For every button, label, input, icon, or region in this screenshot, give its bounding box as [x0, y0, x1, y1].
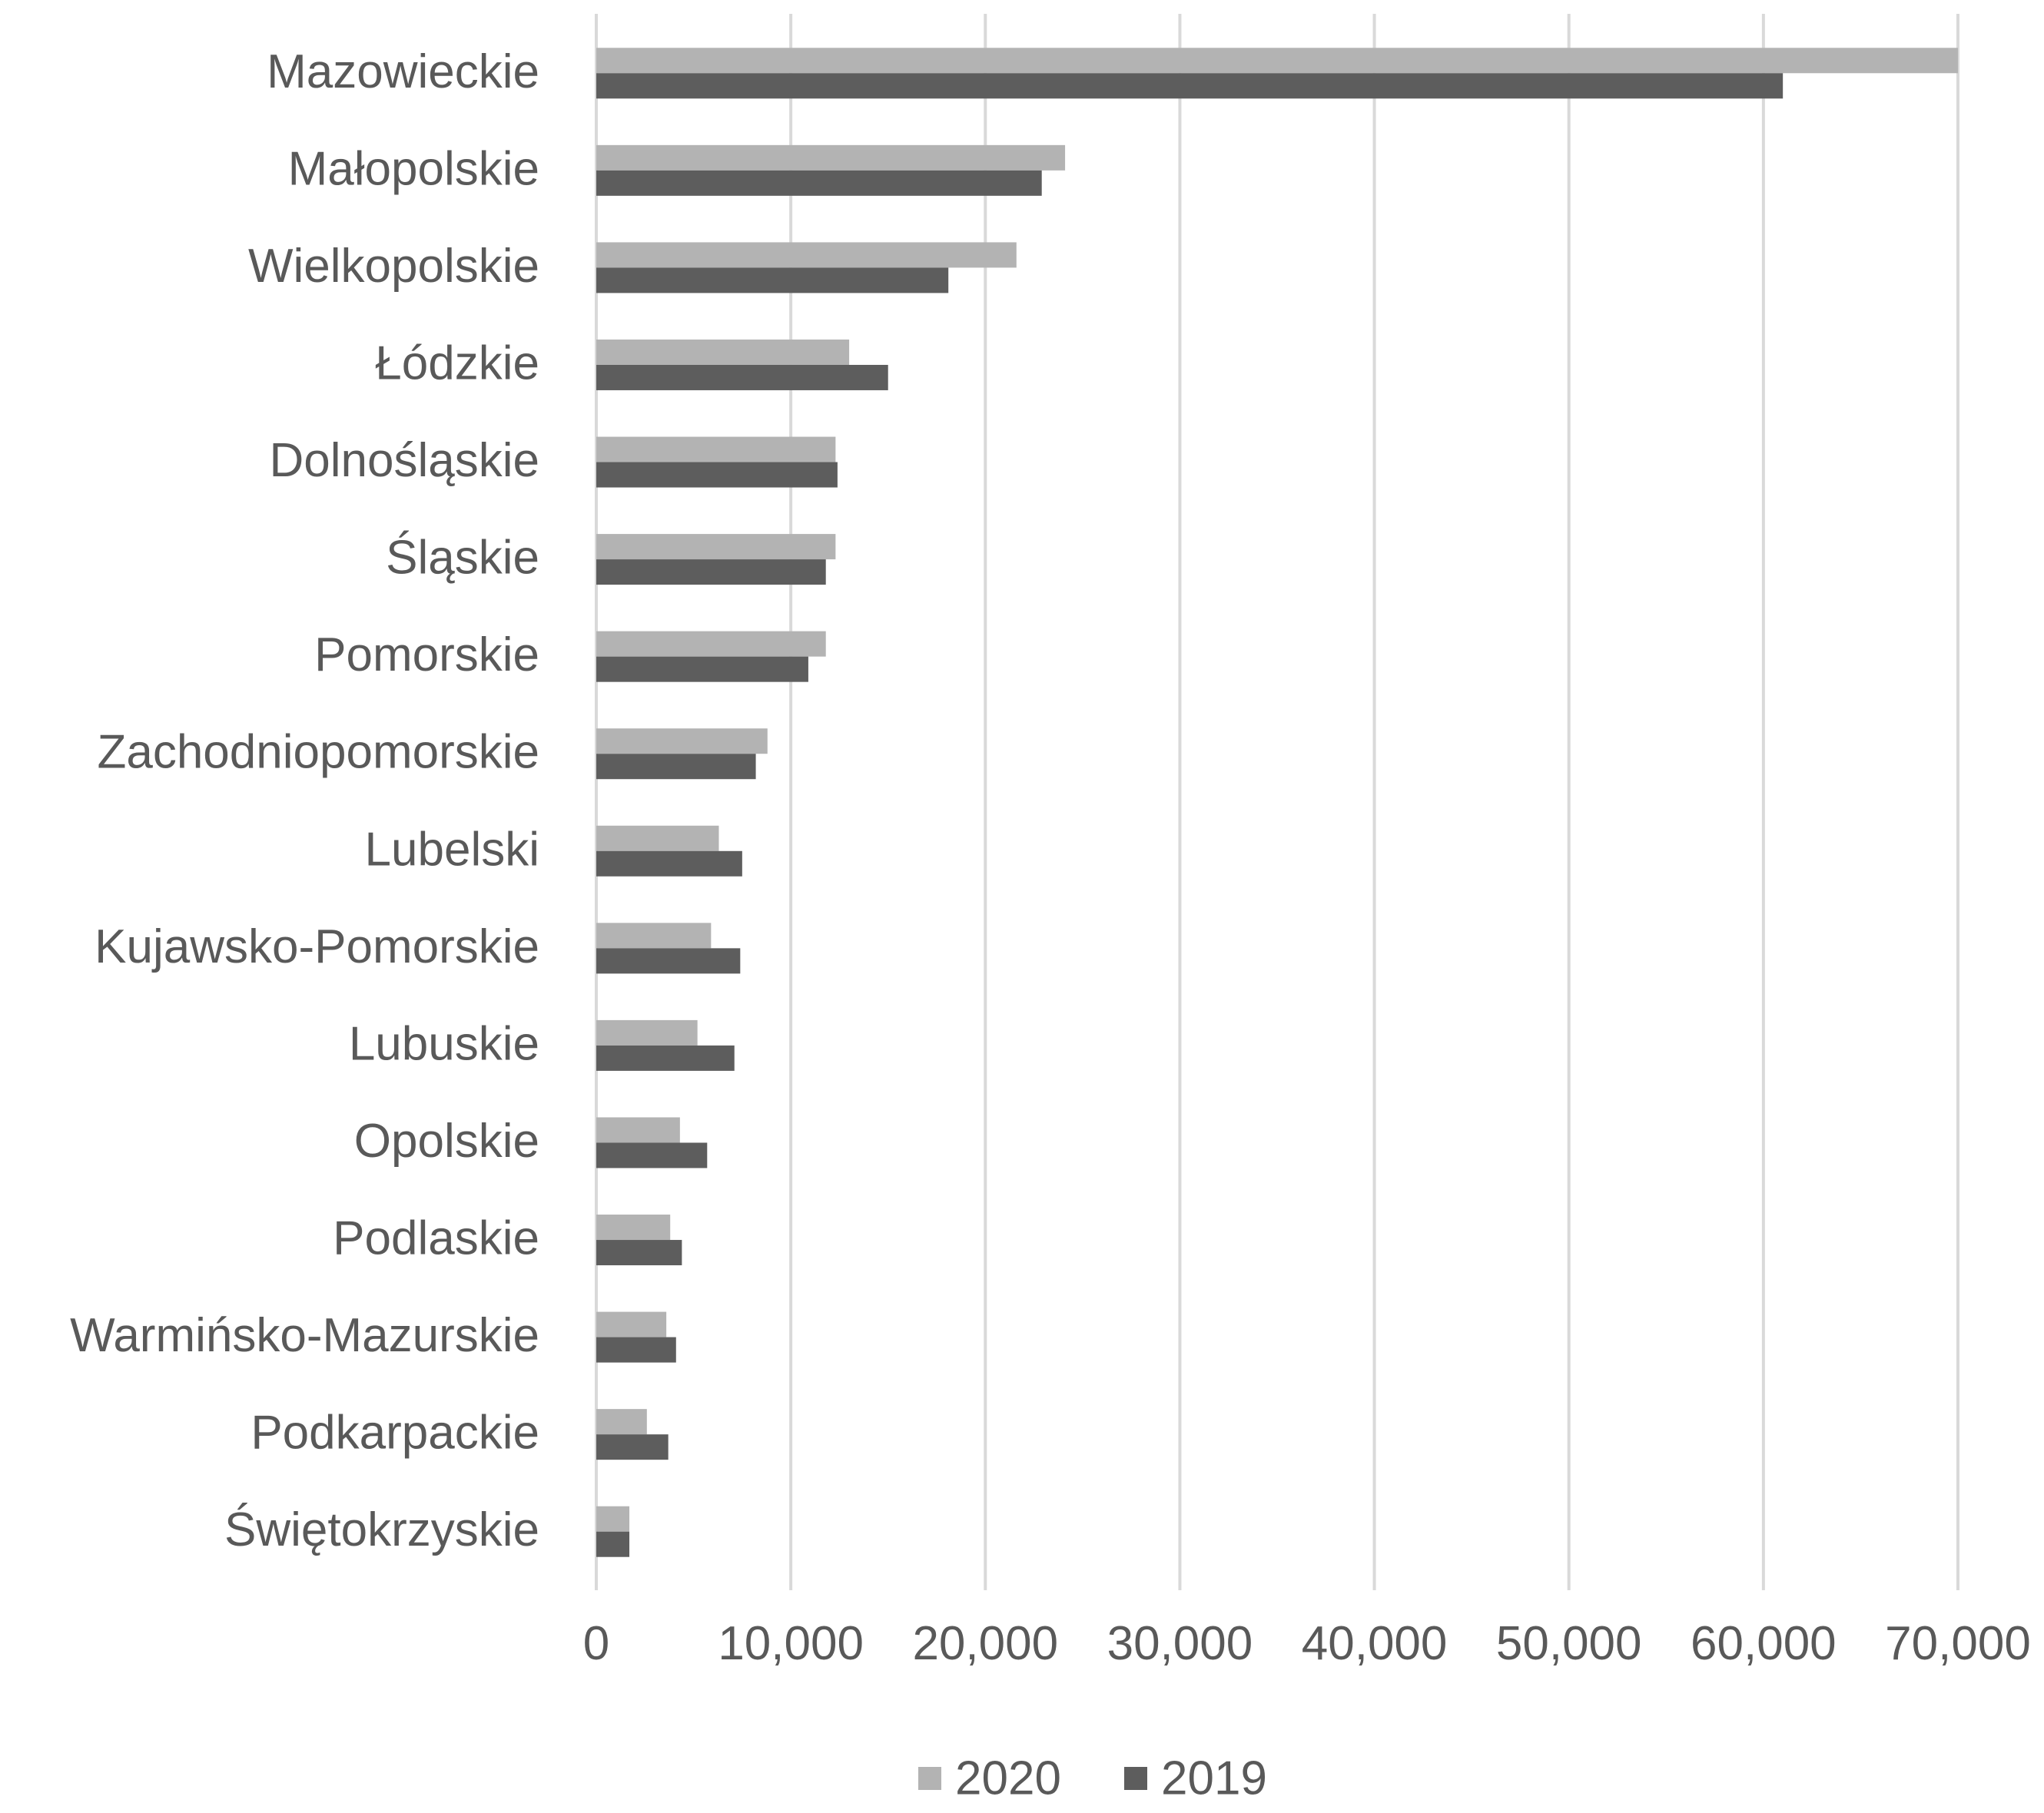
bar-2019	[596, 170, 1042, 196]
bar-2019	[596, 364, 888, 390]
category-label: Dolnośląskie	[269, 434, 539, 487]
bar-2019	[596, 754, 756, 780]
bar-2020	[596, 1506, 630, 1532]
category-label: Lubuskie	[349, 1017, 539, 1070]
category-label: Podlaskie	[333, 1212, 539, 1265]
category-label: Świętokrzyskie	[224, 1503, 539, 1556]
bar-2019	[596, 1240, 682, 1266]
bar-2020	[596, 1019, 698, 1046]
bar-2020	[596, 436, 836, 462]
bar-2020	[596, 825, 719, 851]
bar-2020	[596, 534, 836, 560]
x-tick-label: 0	[583, 1617, 609, 1670]
legend-label-2020: 2020	[955, 1752, 1061, 1805]
bar-2020	[596, 1311, 667, 1337]
legend: 2020 2019	[918, 1752, 1267, 1805]
x-tick-labels: 0 10,000 20,000 30,000 40,000 50,000 60,000 70,…	[583, 1617, 2031, 1670]
category-label: Zachodniopomorskie	[97, 726, 539, 779]
x-tick-label: 10,000	[718, 1617, 864, 1670]
category-label: Warmińsko-Mazurskie	[70, 1309, 539, 1362]
bar-2019	[596, 559, 826, 585]
legend-swatch-2019	[1124, 1767, 1147, 1790]
bar-2020	[596, 144, 1066, 171]
category-label: Pomorskie	[314, 628, 539, 681]
bar-2019	[596, 1337, 676, 1363]
category-label: Wielkopolskie	[248, 240, 539, 293]
category-label: Śląskie	[386, 532, 539, 585]
bar-2020	[596, 48, 1958, 74]
category-label: Lubelski	[365, 823, 539, 876]
bar-2019	[596, 1045, 735, 1071]
bar-2019	[596, 462, 838, 488]
category-label: Kujawsko-Pomorskie	[95, 920, 539, 973]
bar-2020	[596, 728, 768, 754]
x-tick-label: 60,000	[1691, 1617, 1837, 1670]
bar-2020	[596, 242, 1017, 268]
x-tick-label: 20,000	[912, 1617, 1058, 1670]
bar-2020	[596, 631, 826, 657]
category-labels: Mazowieckie Małopolskie Wielkopolskie Łódzk…	[70, 45, 539, 1556]
category-label: Podkarpackie	[251, 1407, 539, 1460]
bar-2019	[596, 73, 1784, 99]
x-tick-label: 50,000	[1496, 1617, 1642, 1670]
bars	[596, 48, 1958, 1557]
bar-2019	[596, 267, 949, 293]
bar-2019	[596, 1142, 708, 1168]
x-tick-label: 40,000	[1302, 1617, 1448, 1670]
bar-2019	[596, 656, 808, 682]
bar-2019	[596, 1434, 669, 1460]
x-tick-label: 70,000	[1885, 1617, 2031, 1670]
category-label: Małopolskie	[288, 142, 539, 195]
bar-2019	[596, 948, 741, 974]
legend-label-2019: 2019	[1161, 1752, 1267, 1805]
category-label: Opolskie	[354, 1115, 539, 1168]
category-label: Mazowieckie	[267, 45, 539, 98]
legend-swatch-2020	[918, 1767, 941, 1790]
category-label: Łódzkie	[375, 336, 539, 389]
bar-2020	[596, 339, 850, 365]
bar-2019	[596, 1531, 630, 1557]
bar-2020	[596, 1409, 647, 1435]
bar-2020	[596, 1117, 680, 1143]
bar-2020	[596, 1215, 671, 1241]
bar-2019	[596, 850, 742, 877]
bar-2020	[596, 923, 712, 949]
x-tick-label: 30,000	[1107, 1617, 1253, 1670]
